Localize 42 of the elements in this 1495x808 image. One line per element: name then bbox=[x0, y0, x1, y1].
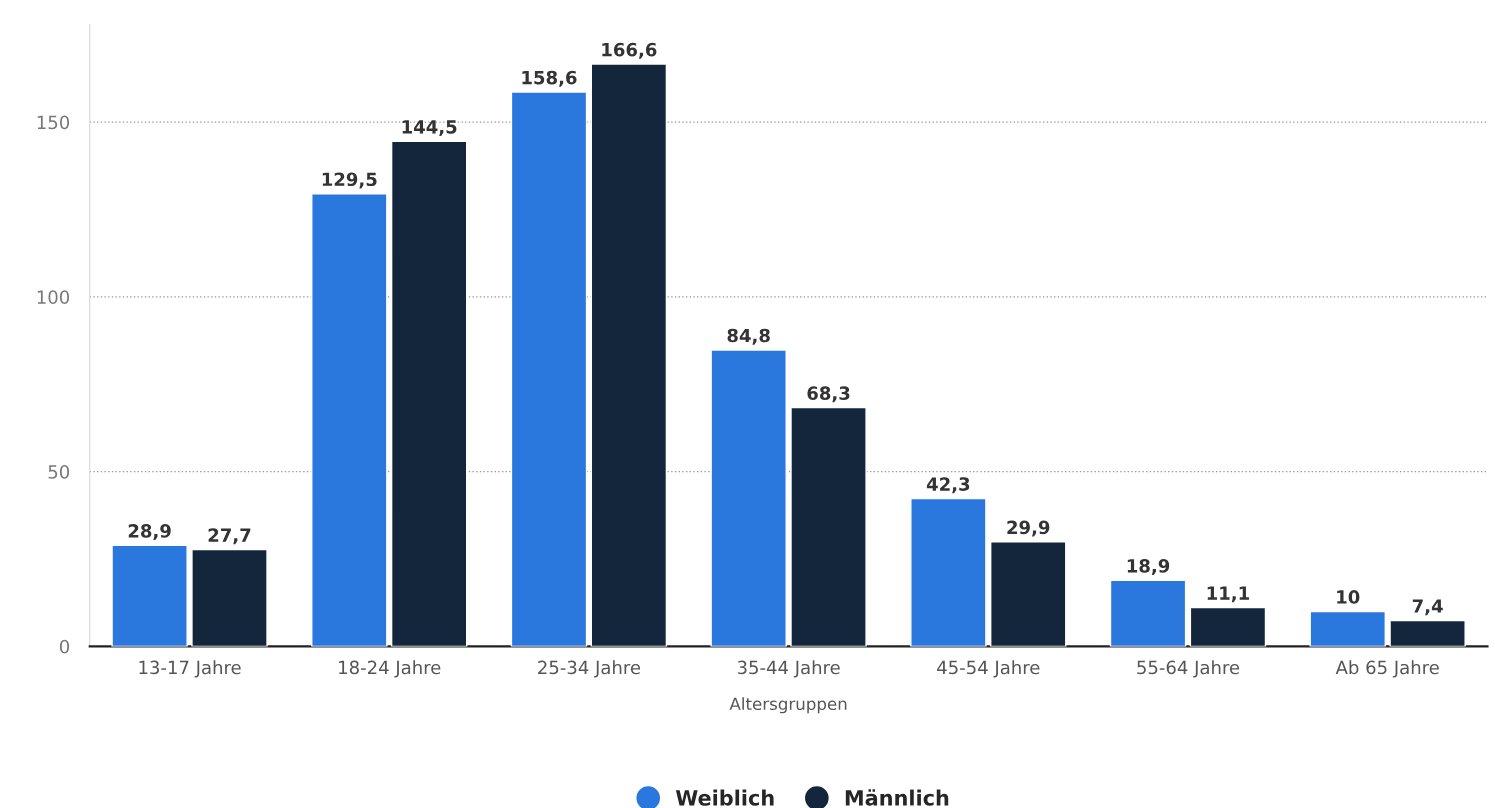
data-label: 29,9 bbox=[1007, 520, 1050, 537]
bar bbox=[1189, 606, 1267, 647]
data-label: 28,9 bbox=[128, 524, 171, 541]
data-label: 10 bbox=[1337, 590, 1360, 604]
x-axis-title: Altersgruppen bbox=[729, 697, 847, 714]
data-label: 84,8 bbox=[727, 328, 770, 345]
x-tick-label: 35-44 Jahre bbox=[737, 660, 840, 678]
data-label: 129,5 bbox=[322, 172, 377, 189]
y-tick-label: 150 bbox=[37, 115, 70, 130]
y-tick-label: 50 bbox=[48, 465, 70, 479]
x-tick-label: 13-17 Jahre bbox=[139, 660, 241, 678]
data-label: 68,3 bbox=[807, 386, 850, 403]
bar bbox=[191, 548, 268, 647]
bar bbox=[1389, 619, 1466, 647]
bar bbox=[790, 406, 867, 647]
x-tick-label: 18-24 Jahre bbox=[339, 660, 441, 678]
bar bbox=[1109, 579, 1187, 647]
data-label: 144,5 bbox=[402, 120, 457, 136]
bar bbox=[710, 349, 787, 647]
legend-label: Männlich bbox=[845, 789, 949, 806]
bar bbox=[990, 541, 1067, 647]
x-tick-label: 45-54 Jahre bbox=[937, 660, 1040, 678]
bar bbox=[311, 193, 388, 647]
legend-label: Weiblich bbox=[675, 789, 774, 806]
data-label: 158,6 bbox=[522, 70, 577, 87]
data-label: 166,6 bbox=[602, 42, 657, 59]
bar bbox=[111, 544, 188, 647]
x-tick-label: Ab 65 Jahre bbox=[1335, 660, 1439, 678]
data-label: 42,3 bbox=[926, 477, 970, 494]
data-label: 11,1 bbox=[1207, 586, 1249, 603]
bar bbox=[590, 63, 668, 647]
data-label: 7,4 bbox=[1412, 599, 1443, 616]
bar bbox=[910, 497, 987, 647]
y-tick-label: 100 bbox=[37, 290, 70, 304]
x-tick-label: 25-34 Jahre bbox=[538, 660, 641, 678]
y-tick-label: 0 bbox=[59, 639, 70, 654]
x-tick-label: 55-64 Jahre bbox=[1137, 660, 1240, 678]
bar bbox=[510, 91, 588, 647]
data-label: 27,7 bbox=[208, 528, 251, 545]
bar bbox=[1309, 610, 1386, 647]
bar bbox=[390, 140, 468, 647]
data-label: 18,9 bbox=[1127, 559, 1170, 575]
